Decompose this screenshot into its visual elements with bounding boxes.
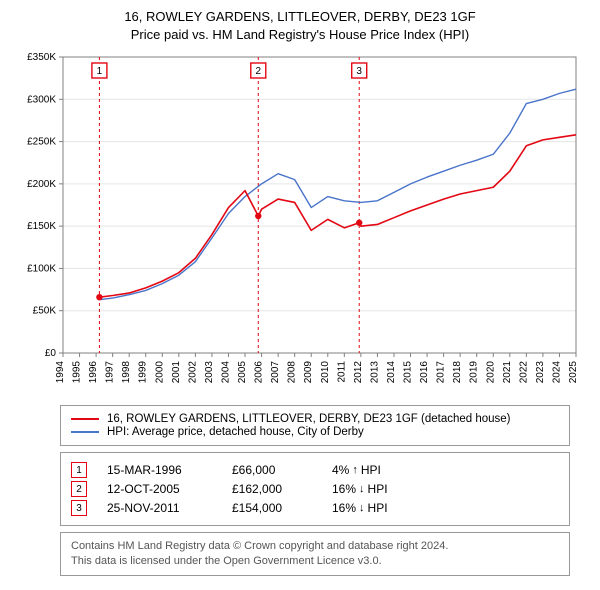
line-chart-svg: £0 £50K £100K £150K £200K £250K £300K £350K 1994… xyxy=(13,49,588,399)
svg-text:1998: 1998 xyxy=(121,361,132,384)
legend-label: 16, ROWLEY GARDENS, LITTLEOVER, DERBY, D… xyxy=(107,413,511,425)
svg-text:£300K: £300K xyxy=(27,94,56,105)
svg-text:2000: 2000 xyxy=(154,361,165,384)
marker-badge: 1 xyxy=(71,462,87,478)
svg-text:£100K: £100K xyxy=(27,264,56,275)
svg-text:2021: 2021 xyxy=(501,361,512,384)
marker-delta: 16%↓HPI xyxy=(332,501,388,515)
svg-text:2011: 2011 xyxy=(336,361,347,383)
title-line-2: Price paid vs. HM Land Registry's House … xyxy=(10,26,590,44)
marker-badge: 2 xyxy=(71,481,87,497)
marker-price: £162,000 xyxy=(232,482,312,496)
svg-text:1997: 1997 xyxy=(104,361,115,384)
marker-row: 2 12-OCT-2005 £162,000 16%↓HPI xyxy=(71,481,559,497)
arrow-down-icon: ↓ xyxy=(359,483,365,495)
legend-item: 16, ROWLEY GARDENS, LITTLEOVER, DERBY, D… xyxy=(71,413,559,425)
title-line-1: 16, ROWLEY GARDENS, LITTLEOVER, DERBY, D… xyxy=(10,8,590,26)
marker-delta: 4%↑HPI xyxy=(332,463,381,477)
marker-table: 115-MAR-1996£66,0004%↑HPI212-OCT-2005£16… xyxy=(60,452,570,526)
marker-date: 12-OCT-2005 xyxy=(107,482,212,496)
svg-text:2018: 2018 xyxy=(452,361,463,384)
svg-text:2001: 2001 xyxy=(170,361,181,384)
marker-price: £154,000 xyxy=(232,501,312,515)
svg-text:£150K: £150K xyxy=(27,221,56,232)
svg-text:1995: 1995 xyxy=(71,361,82,384)
arrow-up-icon: ↑ xyxy=(352,464,358,476)
svg-text:2009: 2009 xyxy=(303,361,314,384)
svg-text:2015: 2015 xyxy=(402,361,413,384)
marker-price: £66,000 xyxy=(232,463,312,477)
marker-suffix: HPI xyxy=(368,482,388,496)
svg-text:1996: 1996 xyxy=(88,361,99,384)
marker-date: 25-NOV-2011 xyxy=(107,501,212,515)
svg-text:2017: 2017 xyxy=(435,361,446,384)
marker-date: 15-MAR-1996 xyxy=(107,463,212,477)
legend-label: HPI: Average price, detached house, City… xyxy=(107,426,364,438)
svg-text:3: 3 xyxy=(356,66,362,77)
marker-pct: 16% xyxy=(332,501,356,515)
marker-badge: 3 xyxy=(71,500,87,516)
marker-suffix: HPI xyxy=(368,501,388,515)
marker-delta: 16%↓HPI xyxy=(332,482,388,496)
svg-text:2013: 2013 xyxy=(369,361,380,384)
marker-pct: 4% xyxy=(332,463,349,477)
svg-text:1: 1 xyxy=(96,66,102,77)
chart-area: £0 £50K £100K £150K £200K £250K £300K £350K 1994… xyxy=(13,49,588,399)
svg-text:2005: 2005 xyxy=(237,361,248,384)
svg-text:£50K: £50K xyxy=(32,306,56,317)
svg-text:2020: 2020 xyxy=(485,361,496,384)
svg-text:2012: 2012 xyxy=(352,361,363,384)
svg-text:2007: 2007 xyxy=(270,361,281,384)
svg-text:£200K: £200K xyxy=(27,179,56,190)
svg-text:2008: 2008 xyxy=(286,361,297,384)
marker-pct: 16% xyxy=(332,482,356,496)
legend-item: HPI: Average price, detached house, City… xyxy=(71,426,559,438)
svg-text:2025: 2025 xyxy=(568,361,579,384)
svg-text:2019: 2019 xyxy=(468,361,479,384)
svg-text:2010: 2010 xyxy=(319,361,330,384)
svg-text:£0: £0 xyxy=(44,348,56,359)
legend-swatch xyxy=(71,431,99,433)
marker-row: 3 25-NOV-2011 £154,000 16%↓HPI xyxy=(71,500,559,516)
svg-text:2002: 2002 xyxy=(187,361,198,384)
chart-container: 16, ROWLEY GARDENS, LITTLEOVER, DERBY, D… xyxy=(0,0,600,586)
legend-swatch xyxy=(71,418,99,420)
svg-text:2014: 2014 xyxy=(385,361,396,384)
legend-box: 16, ROWLEY GARDENS, LITTLEOVER, DERBY, D… xyxy=(60,405,570,446)
svg-text:2006: 2006 xyxy=(253,361,264,384)
svg-text:2: 2 xyxy=(255,66,261,77)
svg-text:£250K: £250K xyxy=(27,137,56,148)
svg-text:2023: 2023 xyxy=(534,361,545,384)
svg-text:£350K: £350K xyxy=(27,52,56,63)
attribution-line-2: This data is licensed under the Open Gov… xyxy=(71,554,559,569)
arrow-down-icon: ↓ xyxy=(359,502,365,514)
svg-text:2022: 2022 xyxy=(518,361,529,384)
svg-text:2004: 2004 xyxy=(220,361,231,384)
marker-suffix: HPI xyxy=(361,463,381,477)
svg-text:2024: 2024 xyxy=(551,361,562,384)
attribution-line-1: Contains HM Land Registry data © Crown c… xyxy=(71,539,559,554)
title-block: 16, ROWLEY GARDENS, LITTLEOVER, DERBY, D… xyxy=(10,8,590,43)
svg-text:1999: 1999 xyxy=(137,361,148,384)
marker-row: 1 15-MAR-1996 £66,000 4%↑HPI xyxy=(71,462,559,478)
svg-text:2016: 2016 xyxy=(419,361,430,384)
svg-text:1994: 1994 xyxy=(55,361,66,384)
attribution-box: Contains HM Land Registry data © Crown c… xyxy=(60,532,570,576)
svg-text:2003: 2003 xyxy=(203,361,214,384)
